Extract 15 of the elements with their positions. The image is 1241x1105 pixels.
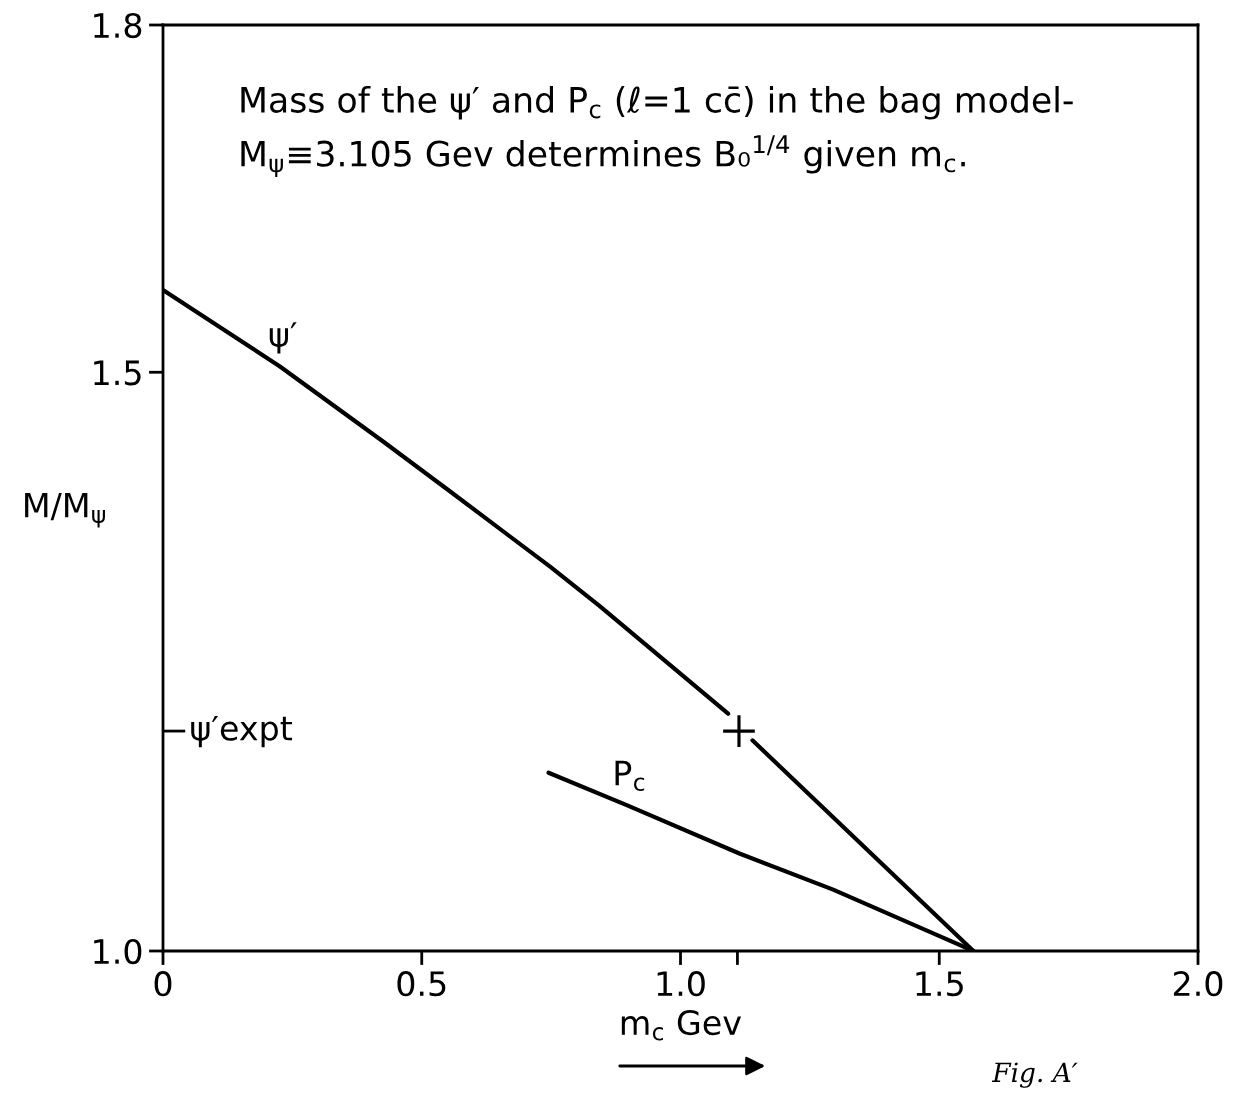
series-label: P$_{c}$	[615, 760, 645, 791]
y-tick-label: 1.5	[94, 360, 141, 386]
text: Fig. A′	[991, 1062, 1078, 1088]
y-axis-title: M/M$_{ψ}$	[25, 492, 105, 528]
y-tick-label: 1.8	[94, 12, 142, 39]
x-tick-label: 0.5	[397, 971, 446, 997]
x-axis-title: m$_{c}$ Gev	[621, 1009, 742, 1041]
x-tick-label: 0	[154, 971, 172, 997]
x-tick-label: 1.0	[657, 971, 705, 997]
series-label: ψ′	[269, 322, 297, 354]
x-tick-label: 2.0	[1173, 971, 1223, 997]
text: Mass of the ψ′ and P$_{c}$ (ℓ=1 cc̄) in the bag model- M$_{ψ}$≡3.105 Gev determines B₀$^{1/4}$ given m$_{c}$.	[241, 86, 1073, 178]
y-tick-label: 1.0	[94, 938, 142, 965]
x-tick-label: 1.5	[916, 971, 963, 997]
ref-line-label: ψ′expt	[191, 715, 293, 748]
